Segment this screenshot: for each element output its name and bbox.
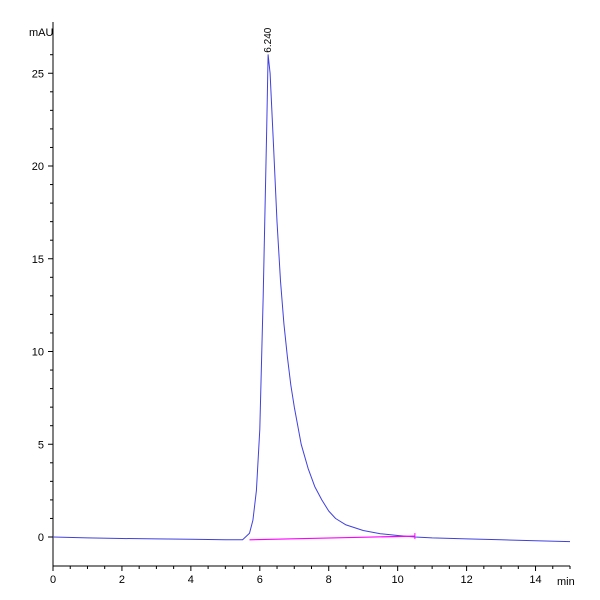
x-tick-label: 14 bbox=[529, 574, 541, 586]
x-ticks: 0 2 4 6 8 10 12 14 bbox=[50, 566, 571, 586]
y-tick-label: 5 bbox=[38, 439, 44, 451]
chromatogram-trace-line bbox=[52, 54, 571, 543]
y-tick-label: 10 bbox=[32, 347, 44, 359]
axes bbox=[52, 22, 570, 567]
series-group bbox=[52, 54, 571, 543]
x-tick-label: 8 bbox=[326, 574, 332, 586]
y-tick-label: 20 bbox=[32, 161, 44, 173]
y-ticks: 0 5 10 15 20 25 bbox=[32, 54, 53, 544]
y-tick-label: 15 bbox=[32, 254, 44, 266]
y-axis-unit-label: mAU bbox=[29, 27, 54, 39]
x-tick-label: 4 bbox=[188, 574, 194, 586]
x-tick-label: 2 bbox=[119, 574, 125, 586]
integration-baseline-line bbox=[249, 535, 415, 541]
x-tick-label: 10 bbox=[392, 574, 404, 586]
y-tick-label: 0 bbox=[38, 532, 44, 544]
peak-label: 6.240 bbox=[263, 27, 274, 52]
x-tick-label: 12 bbox=[460, 574, 472, 586]
x-axis-unit-label: min bbox=[557, 576, 575, 588]
y-tick-label: 25 bbox=[32, 68, 44, 80]
x-tick-label: 6 bbox=[257, 574, 263, 586]
x-tick-label: 0 bbox=[50, 574, 56, 586]
